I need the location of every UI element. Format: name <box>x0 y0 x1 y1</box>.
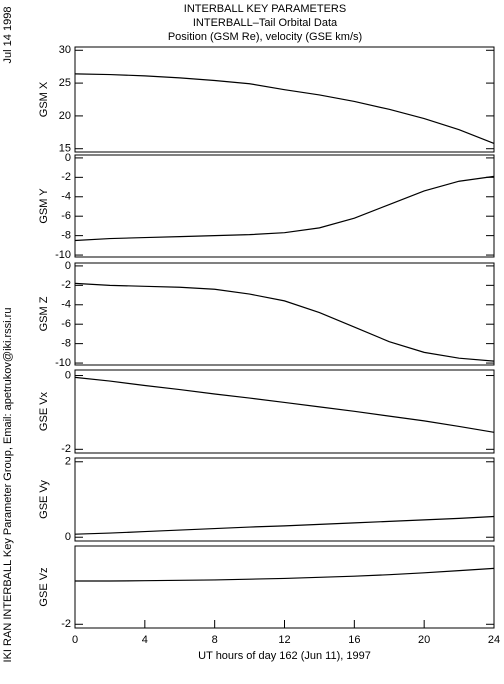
y-tick-label: -6 <box>61 210 71 222</box>
data-line <box>74 73 495 145</box>
y-tick-label: -8 <box>61 230 71 242</box>
data-line <box>74 515 495 535</box>
title-line: Position (GSM Re), velocity (GSE km/s) <box>168 31 362 43</box>
panel-frame <box>74 545 495 629</box>
y-tick-label: 0 <box>65 369 71 381</box>
data-line <box>74 175 495 242</box>
y-axis-label: GSM Y <box>38 188 50 224</box>
y-tick-label: 2 <box>65 456 71 468</box>
y-tick-label: 0 <box>65 260 71 272</box>
y-axis-label: GSE Vx <box>38 391 50 431</box>
title-line: INTERBALL–Tail Orbital Data <box>193 17 338 29</box>
y-tick-label: 15 <box>59 143 71 155</box>
y-tick-label: -8 <box>61 338 71 350</box>
y-tick-label: 20 <box>59 110 71 122</box>
y-tick-label: -2 <box>61 618 71 630</box>
data-line <box>74 376 495 433</box>
y-tick-label: -2 <box>61 279 71 291</box>
panel-frame <box>74 369 495 454</box>
data-line <box>75 567 495 582</box>
x-tick-label: 24 <box>488 634 500 646</box>
panel-frame <box>74 262 495 366</box>
y-axis-label: GSM X <box>38 81 50 117</box>
panel-frame <box>74 46 495 153</box>
credit-label: IKI RAN INTERBALL Key Parameter Group, E… <box>2 308 14 663</box>
y-tick-label: 25 <box>59 77 71 89</box>
y-tick-label: 0 <box>65 152 71 164</box>
x-tick-label: 0 <box>72 634 78 646</box>
y-tick-label: -2 <box>61 171 71 183</box>
y-tick-label: 0 <box>65 531 71 543</box>
y-tick-label: -10 <box>55 357 71 369</box>
title-line: INTERBALL KEY PARAMETERS <box>184 3 346 15</box>
x-axis-label: UT hours of day 162 (Jun 11), 1997 <box>198 650 371 662</box>
y-tick-label: -6 <box>61 318 71 330</box>
panel-frame <box>74 154 495 258</box>
x-tick-label: 4 <box>142 634 148 646</box>
date-label: Jul 14 1998 <box>2 7 14 64</box>
y-axis-label: GSM Z <box>38 296 50 331</box>
y-axis-label: GSE Vz <box>38 567 50 606</box>
x-tick-label: 12 <box>278 634 290 646</box>
x-tick-label: 16 <box>348 634 360 646</box>
y-tick-label: -2 <box>61 443 71 455</box>
y-tick-label: -4 <box>61 191 71 203</box>
y-tick-label: 30 <box>59 44 71 56</box>
x-tick-label: 20 <box>418 634 430 646</box>
data-line <box>74 282 495 362</box>
y-tick-label: -4 <box>61 299 71 311</box>
y-tick-label: -10 <box>55 249 71 261</box>
panel-frame <box>74 457 495 542</box>
x-tick-label: 8 <box>212 634 218 646</box>
y-axis-label: GSE Vy <box>38 480 50 519</box>
